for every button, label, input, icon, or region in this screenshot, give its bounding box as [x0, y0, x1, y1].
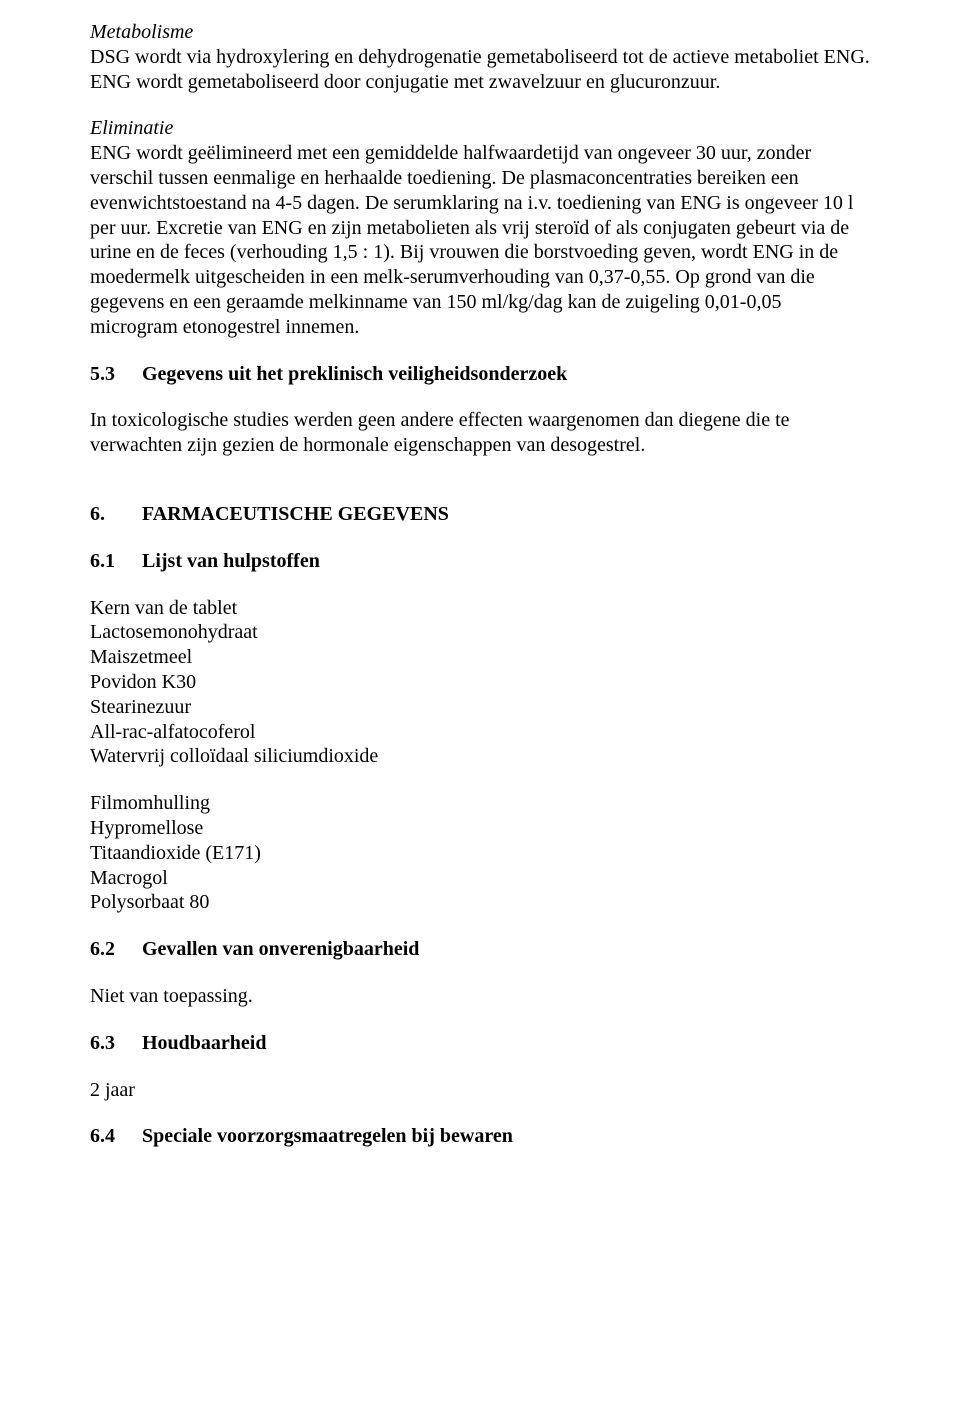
- excipient-item: Stearinezuur: [90, 695, 870, 720]
- tablet-core-heading: Kern van de tablet: [90, 596, 870, 621]
- elimination-heading: Eliminatie: [90, 116, 870, 141]
- elimination-body: ENG wordt geëlimineerd met een gemiddeld…: [90, 141, 870, 339]
- section-6-heading: 6. FARMACEUTISCHE GEGEVENS: [90, 502, 870, 527]
- excipient-item: Titaandioxide (E171): [90, 841, 870, 866]
- section-6-4-title: Speciale voorzorgsmaatregelen bij beware…: [142, 1124, 870, 1149]
- section-6-3-title: Houdbaarheid: [142, 1031, 870, 1056]
- film-coating-block: Filmomhulling Hypromellose Titaandioxide…: [90, 791, 870, 915]
- excipient-item: Maiszetmeel: [90, 645, 870, 670]
- metabolism-heading: Metabolisme: [90, 20, 870, 45]
- excipient-item: All-rac-alfatocoferol: [90, 720, 870, 745]
- section-5-3-title: Gegevens uit het preklinisch veiligheids…: [142, 362, 870, 387]
- tablet-core-block: Kern van de tablet Lactosemonohydraat Ma…: [90, 596, 870, 770]
- section-6-2-title: Gevallen van onverenigbaarheid: [142, 937, 870, 962]
- excipient-item: Macrogol: [90, 866, 870, 891]
- section-6-2-body: Niet van toepassing.: [90, 984, 870, 1009]
- section-6-1-heading: 6.1 Lijst van hulpstoffen: [90, 549, 870, 574]
- section-6-1-title: Lijst van hulpstoffen: [142, 549, 870, 574]
- section-5-3-number: 5.3: [90, 362, 142, 387]
- section-6-2-heading: 6.2 Gevallen van onverenigbaarheid: [90, 937, 870, 962]
- section-6-3-body: 2 jaar: [90, 1078, 870, 1103]
- section-6-3-number: 6.3: [90, 1031, 142, 1056]
- section-5-3-heading: 5.3 Gegevens uit het preklinisch veiligh…: [90, 362, 870, 387]
- metabolism-body: DSG wordt via hydroxylering en dehydroge…: [90, 45, 870, 95]
- section-6-4-heading: 6.4 Speciale voorzorgsmaatregelen bij be…: [90, 1124, 870, 1149]
- excipient-item: Watervrij colloïdaal siliciumdioxide: [90, 744, 870, 769]
- film-coating-heading: Filmomhulling: [90, 791, 870, 816]
- section-6-3-heading: 6.3 Houdbaarheid: [90, 1031, 870, 1056]
- excipient-item: Povidon K30: [90, 670, 870, 695]
- section-6-number: 6.: [90, 502, 142, 527]
- excipient-item: Lactosemonohydraat: [90, 620, 870, 645]
- excipient-item: Polysorbaat 80: [90, 890, 870, 915]
- section-6-2-number: 6.2: [90, 937, 142, 962]
- excipient-item: Hypromellose: [90, 816, 870, 841]
- section-5-3-body: In toxicologische studies werden geen an…: [90, 408, 870, 458]
- section-6-1-number: 6.1: [90, 549, 142, 574]
- section-6-4-number: 6.4: [90, 1124, 142, 1149]
- section-6-title: FARMACEUTISCHE GEGEVENS: [142, 502, 870, 527]
